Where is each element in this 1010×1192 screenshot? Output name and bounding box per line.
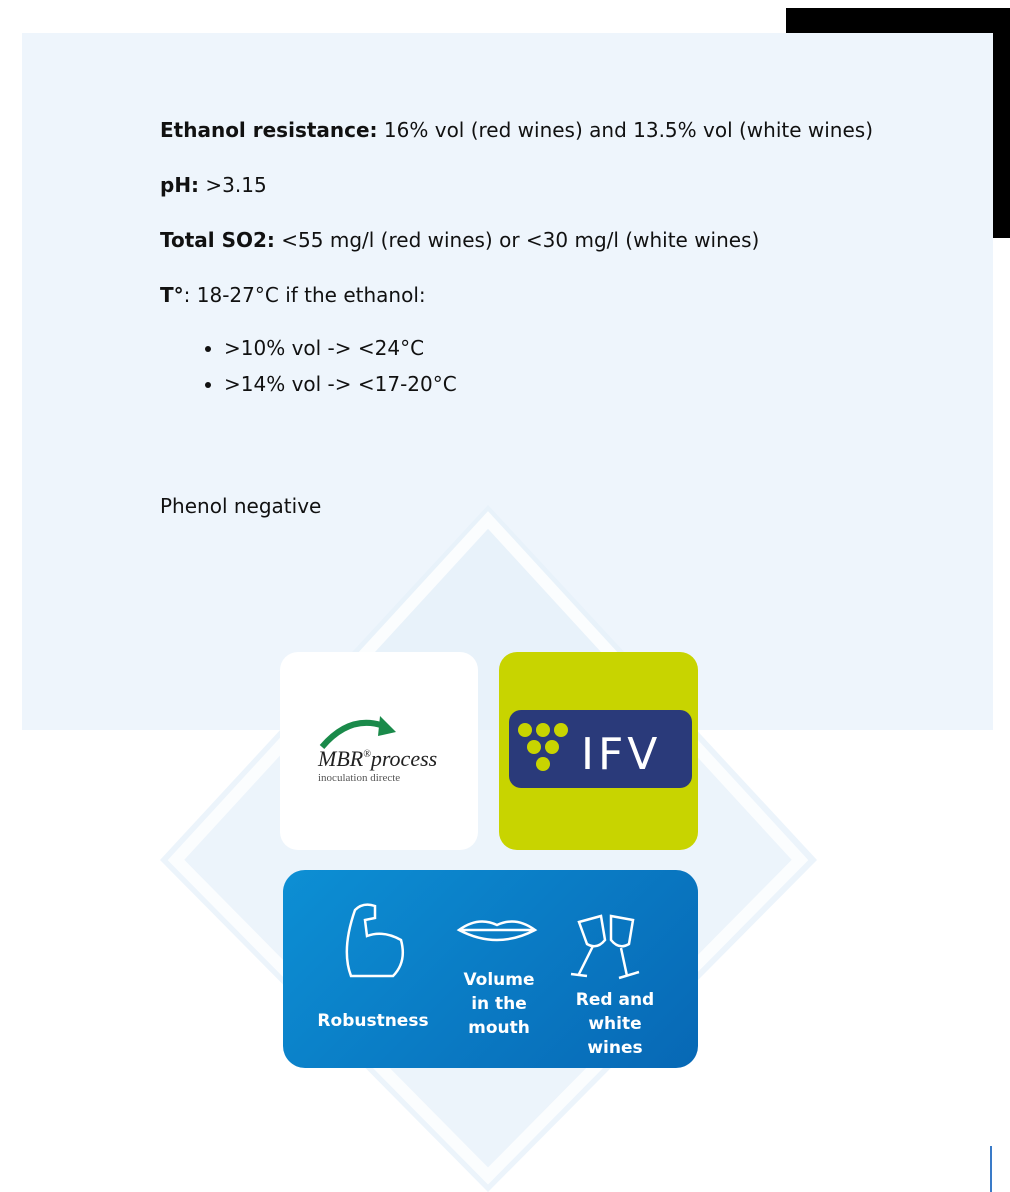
- spec-label: Ethanol resistance:: [160, 118, 378, 142]
- mbr-art: MBR®process inoculation directe: [317, 716, 437, 784]
- spec: T°: 18-27°C if the ethanol:: [160, 283, 426, 307]
- spec-label: T°: [160, 283, 184, 307]
- bullet: >14% vol -> <17-20°C: [224, 366, 457, 402]
- mbr-text: MBR®process: [317, 746, 437, 771]
- features-box: Robustness Volume in the mouth Red and w…: [283, 870, 698, 1068]
- bullet-list: >10% vol -> <24°C >14% vol -> <17-20°C: [160, 330, 457, 402]
- glass-icon: [609, 914, 640, 980]
- feature-label: Robustness: [317, 1011, 429, 1031]
- bullet: >10% vol -> <24°C: [224, 330, 457, 366]
- ifv-art: IFV: [509, 710, 692, 788]
- mbr-sup: ®: [363, 749, 371, 760]
- mbr-logo: MBR®process inoculation directe: [280, 652, 478, 850]
- feature-label: Volume in the mouth: [463, 970, 535, 1038]
- ifv-text: IFV: [581, 729, 661, 780]
- mbr-process: process: [369, 746, 437, 771]
- diamond-shape: [160, 505, 817, 1192]
- spec-text: : 18-27°C if the ethanol:: [183, 283, 426, 307]
- mbr-word: MBR: [317, 746, 364, 771]
- ifv-logo: IFV: [499, 652, 698, 850]
- note: Phenol negative: [160, 494, 322, 518]
- mbr-arc: [319, 719, 385, 749]
- spec-text: >3.15: [199, 173, 267, 197]
- spec-label: Total SO2:: [160, 228, 275, 252]
- spec: pH: >3.15: [160, 173, 267, 197]
- grapes: [518, 723, 568, 771]
- spec-text: <55 mg/l (red wines) or <30 mg/l (white …: [274, 228, 760, 252]
- spec-label: pH:: [160, 173, 200, 197]
- lips-icon: [456, 920, 538, 942]
- spec: Total SO2: <55 mg/l (red wines) or <30 m…: [160, 228, 759, 252]
- feature-label: Red and white wines: [575, 990, 655, 1058]
- spec: Ethanol resistance: 16% vol (red wines) …: [160, 118, 873, 142]
- glass-icon: [570, 914, 607, 978]
- feature-icons: [345, 903, 640, 980]
- mbr-arrow: [378, 716, 396, 736]
- arm-icon: [345, 903, 404, 978]
- spec-text: 16% vol (red wines) and 13.5% vol (white…: [377, 118, 874, 142]
- mbr-sub: inoculation directe: [318, 772, 400, 784]
